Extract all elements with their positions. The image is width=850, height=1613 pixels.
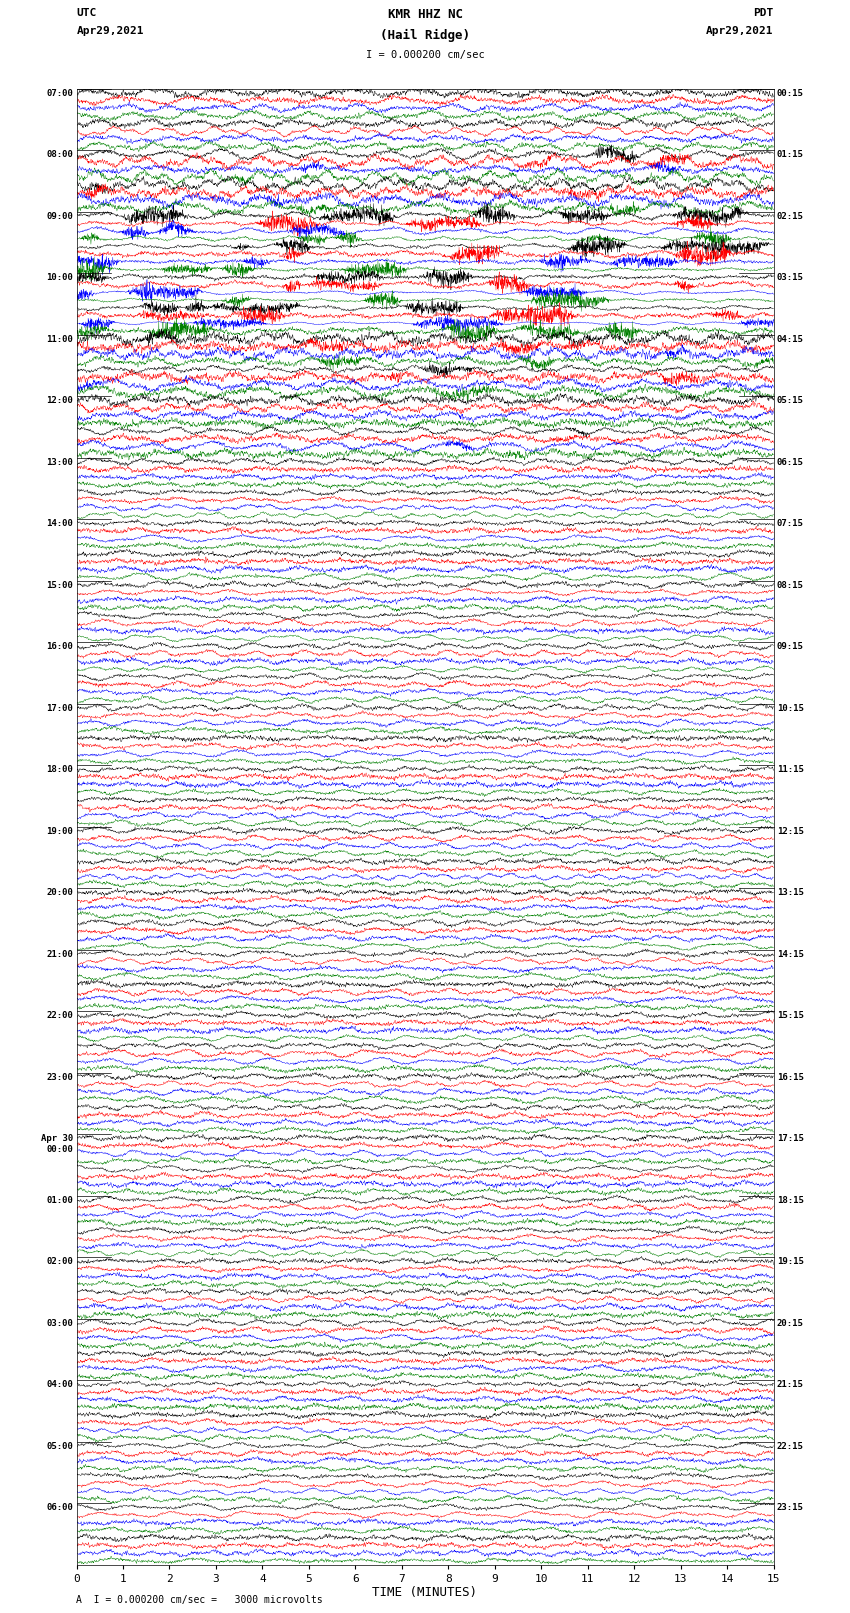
Text: 20:15: 20:15 <box>777 1319 804 1327</box>
Text: 21:00: 21:00 <box>46 950 73 958</box>
Text: 12:15: 12:15 <box>777 827 804 836</box>
Text: 00:00: 00:00 <box>46 1145 73 1153</box>
Text: 15:00: 15:00 <box>46 581 73 590</box>
Text: A  I = 0.000200 cm/sec =   3000 microvolts: A I = 0.000200 cm/sec = 3000 microvolts <box>76 1595 323 1605</box>
Text: 06:15: 06:15 <box>777 458 804 466</box>
Text: 15:15: 15:15 <box>777 1011 804 1019</box>
Text: 01:00: 01:00 <box>46 1195 73 1205</box>
Text: 00:15: 00:15 <box>777 89 804 98</box>
Text: 17:15: 17:15 <box>777 1134 804 1144</box>
Text: 07:00: 07:00 <box>46 89 73 98</box>
Text: 04:15: 04:15 <box>777 336 804 344</box>
Text: 16:15: 16:15 <box>777 1073 804 1082</box>
Text: 19:15: 19:15 <box>777 1257 804 1266</box>
Text: 13:00: 13:00 <box>46 458 73 466</box>
Text: 04:00: 04:00 <box>46 1381 73 1389</box>
Text: 19:00: 19:00 <box>46 827 73 836</box>
Text: 18:00: 18:00 <box>46 765 73 774</box>
Text: 07:15: 07:15 <box>777 519 804 527</box>
Text: 14:15: 14:15 <box>777 950 804 958</box>
Text: 03:00: 03:00 <box>46 1319 73 1327</box>
Text: UTC: UTC <box>76 8 97 18</box>
Text: 05:00: 05:00 <box>46 1442 73 1450</box>
Text: PDT: PDT <box>753 8 774 18</box>
Text: 23:15: 23:15 <box>777 1503 804 1511</box>
Text: 03:15: 03:15 <box>777 273 804 282</box>
Text: 17:00: 17:00 <box>46 703 73 713</box>
Text: Apr 30: Apr 30 <box>41 1134 73 1144</box>
Text: 11:00: 11:00 <box>46 336 73 344</box>
Text: 09:00: 09:00 <box>46 211 73 221</box>
Text: 18:15: 18:15 <box>777 1195 804 1205</box>
Text: 06:00: 06:00 <box>46 1503 73 1511</box>
Text: 22:15: 22:15 <box>777 1442 804 1450</box>
Text: Apr29,2021: Apr29,2021 <box>76 26 144 35</box>
Text: KMR HHZ NC: KMR HHZ NC <box>388 8 462 21</box>
Text: 16:00: 16:00 <box>46 642 73 652</box>
Text: 10:00: 10:00 <box>46 273 73 282</box>
X-axis label: TIME (MINUTES): TIME (MINUTES) <box>372 1587 478 1600</box>
Text: 20:00: 20:00 <box>46 889 73 897</box>
Text: 12:00: 12:00 <box>46 397 73 405</box>
Text: 14:00: 14:00 <box>46 519 73 527</box>
Text: 08:00: 08:00 <box>46 150 73 160</box>
Text: 02:15: 02:15 <box>777 211 804 221</box>
Text: 08:15: 08:15 <box>777 581 804 590</box>
Text: 05:15: 05:15 <box>777 397 804 405</box>
Text: I = 0.000200 cm/sec: I = 0.000200 cm/sec <box>366 50 484 60</box>
Text: 23:00: 23:00 <box>46 1073 73 1082</box>
Text: Apr29,2021: Apr29,2021 <box>706 26 774 35</box>
Text: 11:15: 11:15 <box>777 765 804 774</box>
Text: 22:00: 22:00 <box>46 1011 73 1019</box>
Text: 21:15: 21:15 <box>777 1381 804 1389</box>
Text: 01:15: 01:15 <box>777 150 804 160</box>
Text: 09:15: 09:15 <box>777 642 804 652</box>
Text: 02:00: 02:00 <box>46 1257 73 1266</box>
Text: 10:15: 10:15 <box>777 703 804 713</box>
Text: 13:15: 13:15 <box>777 889 804 897</box>
Text: (Hail Ridge): (Hail Ridge) <box>380 29 470 42</box>
